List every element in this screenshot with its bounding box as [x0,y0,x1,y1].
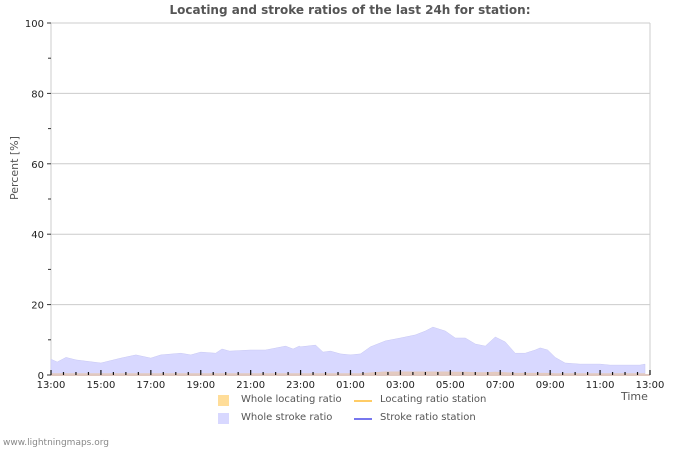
whole-stroke-ratio-area [50,326,646,376]
svg-text:0: 0 [38,371,44,382]
whole-stroke-ratio-swatch [218,413,229,424]
svg-text:11:00: 11:00 [586,380,615,391]
legend-label: Stroke ratio station [380,412,476,423]
whole-locating-ratio-swatch [218,395,229,406]
svg-text:17:00: 17:00 [136,380,165,391]
svg-text:21:00: 21:00 [236,380,265,391]
svg-text:80: 80 [31,89,44,100]
svg-text:05:00: 05:00 [436,380,465,391]
locating-ratio-station-line [354,400,372,402]
svg-text:100: 100 [25,19,44,30]
svg-text:19:00: 19:00 [186,380,215,391]
stroke-ratio-station-line [354,418,372,420]
grid-lines [50,22,651,375]
legend-label: Whole stroke ratio [241,412,333,423]
legend-label: Whole locating ratio [241,394,342,405]
svg-text:60: 60 [31,160,44,171]
svg-text:23:00: 23:00 [286,380,315,391]
footer-link[interactable]: www.lightningmaps.org [3,438,109,448]
svg-text:13:00: 13:00 [636,380,665,391]
svg-text:15:00: 15:00 [87,380,116,391]
svg-text:01:00: 01:00 [336,380,365,391]
x-axis-label: Time [621,390,648,403]
svg-text:07:00: 07:00 [486,380,515,391]
axes [47,22,651,376]
x-tick-labels: 13:00 15:00 17:00 19:00 21:00 23:00 01:00 03:00… [37,380,665,391]
y-axis-label: Percent [%] [8,136,21,200]
y-tick-labels: 0 20 40 60 80 100 [25,19,44,382]
svg-text:09:00: 09:00 [536,380,565,391]
chart-title: Locating and stroke ratios of the last 2… [169,3,531,17]
svg-text:40: 40 [31,230,44,241]
svg-text:13:00: 13:00 [37,380,66,391]
legend-label: Locating ratio station [380,394,487,405]
svg-text:20: 20 [31,301,44,312]
svg-text:03:00: 03:00 [386,380,415,391]
